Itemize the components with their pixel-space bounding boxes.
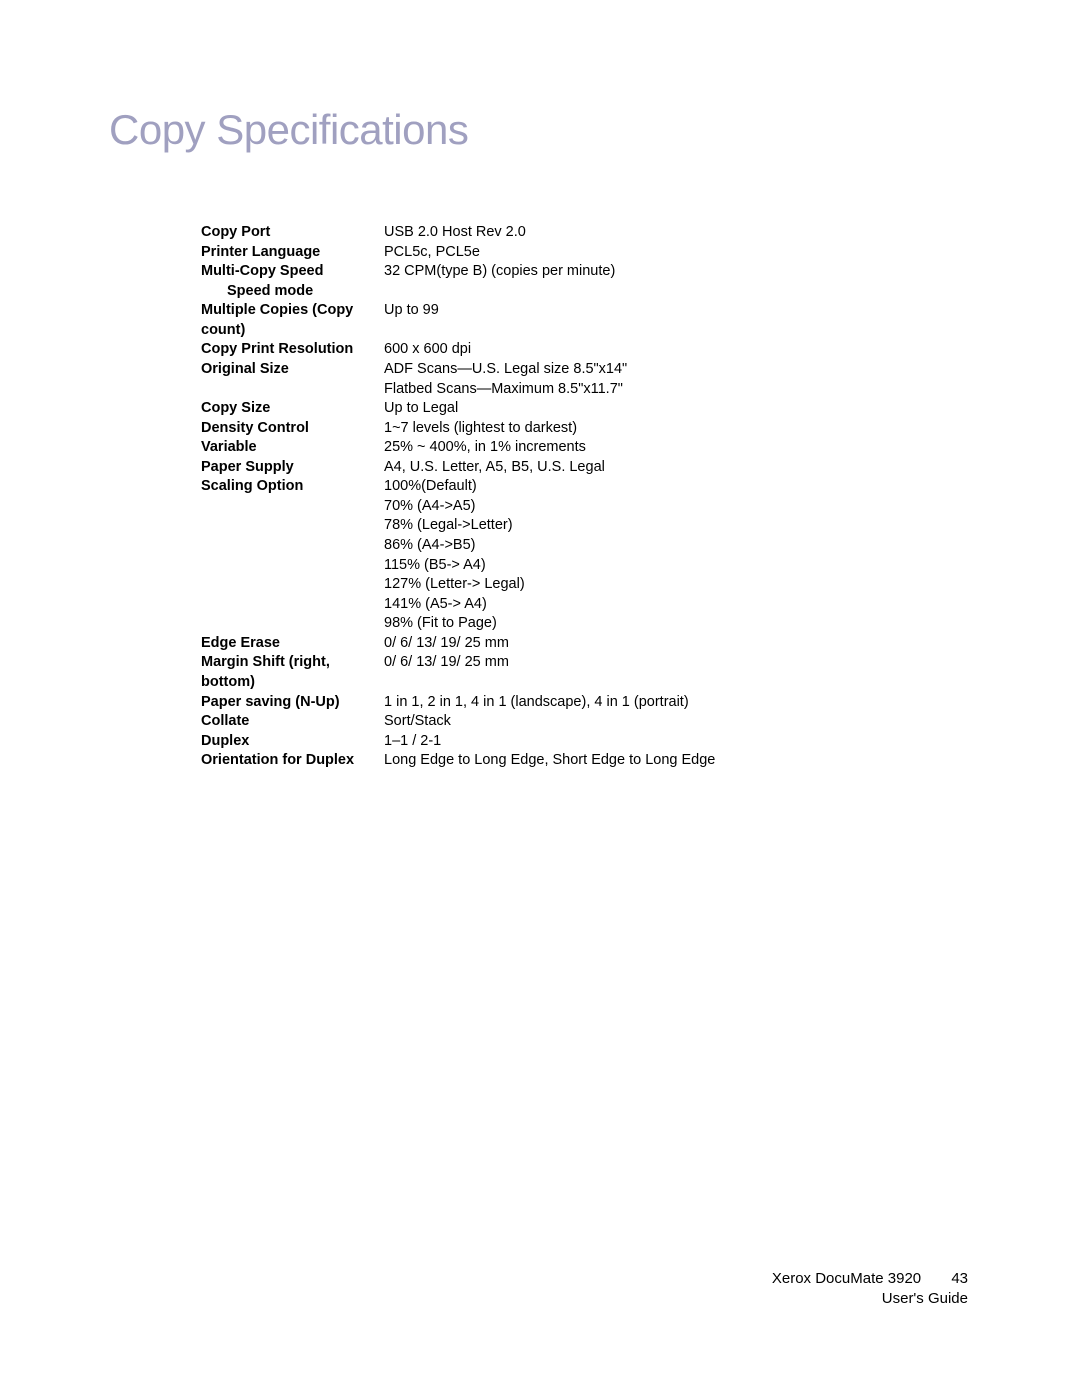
footer-product: Xerox DocuMate 3920 [772,1270,921,1287]
spec-label: Collate [201,712,384,732]
spec-value: 600 x 600 dpi [384,340,961,360]
spec-value: A4, U.S. Letter, A5, B5, U.S. Legal [384,458,961,478]
spec-label: Density Control [201,419,384,439]
spec-row: Orientation for DuplexLong Edge to Long … [201,751,961,771]
spec-value: 100%(Default)70% (A4->A5)78% (Legal->Let… [384,477,961,634]
spec-row: CollateSort/Stack [201,712,961,732]
spec-value: 0/ 6/ 13/ 19/ 25 mm [384,634,961,654]
spec-row: Duplex1–1 / 2-1 [201,732,961,752]
footer-doctype: User's Guide [772,1289,968,1309]
spec-value: Long Edge to Long Edge, Short Edge to Lo… [384,751,961,771]
spec-value: ADF Scans—U.S. Legal size 8.5"x14"Flatbe… [384,360,961,399]
spec-label: Scaling Option [201,477,384,497]
spec-value: 1–1 / 2-1 [384,732,961,752]
spec-row: Density Control1~7 levels (lightest to d… [201,419,961,439]
page-title: Copy Specifications [109,106,468,154]
spec-label: Paper saving (N-Up) [201,693,384,713]
spec-label: Duplex [201,732,384,752]
spec-label: Multiple Copies (Copy count) [201,301,384,340]
spec-label: Copy Size [201,399,384,419]
spec-value: 0/ 6/ 13/ 19/ 25 mm [384,653,961,673]
spec-value: 32 CPM(type B) (copies per minute) [384,262,961,282]
spec-row: Paper SupplyA4, U.S. Letter, A5, B5, U.S… [201,458,961,478]
spec-label: Variable [201,438,384,458]
spec-row: Scaling Option100%(Default)70% (A4->A5)7… [201,477,961,634]
spec-label: Orientation for Duplex [201,751,384,771]
spec-label: Copy Print Resolution [201,340,384,360]
spec-label: Margin Shift (right, bottom) [201,653,384,692]
spec-value: 25% ~ 400%, in 1% increments [384,438,961,458]
spec-sublabel: Speed mode [201,282,384,302]
page-footer: Xerox DocuMate 3920 43 User's Guide [772,1269,968,1310]
spec-row: Edge Erase0/ 6/ 13/ 19/ 25 mm [201,634,961,654]
spec-value: Sort/Stack [384,712,961,732]
spec-row: Copy Print Resolution600 x 600 dpi [201,340,961,360]
spec-value: 1 in 1, 2 in 1, 4 in 1 (landscape), 4 in… [384,693,961,713]
spec-value: Up to Legal [384,399,961,419]
spec-label: Copy Port [201,223,384,243]
spec-value: USB 2.0 Host Rev 2.0 [384,223,961,243]
spec-row: Paper saving (N-Up)1 in 1, 2 in 1, 4 in … [201,693,961,713]
spec-row: Copy SizeUp to Legal [201,399,961,419]
spec-value: Up to 99 [384,301,961,321]
spec-row: Variable25% ~ 400%, in 1% increments [201,438,961,458]
spec-label: Multi-Copy SpeedSpeed mode [201,262,384,301]
spec-row: Copy PortUSB 2.0 Host Rev 2.0 [201,223,961,243]
spec-table: Copy PortUSB 2.0 Host Rev 2.0Printer Lan… [201,223,961,771]
footer-pagenum: 43 [951,1270,968,1287]
spec-label: Original Size [201,360,384,380]
spec-row: Original SizeADF Scans—U.S. Legal size 8… [201,360,961,399]
spec-label: Paper Supply [201,458,384,478]
spec-row: Multiple Copies (Copy count)Up to 99 [201,301,961,340]
spec-row: Printer LanguagePCL5c, PCL5e [201,243,961,263]
spec-value: PCL5c, PCL5e [384,243,961,263]
spec-row: Multi-Copy SpeedSpeed mode32 CPM(type B)… [201,262,961,301]
spec-row: Margin Shift (right, bottom)0/ 6/ 13/ 19… [201,653,961,692]
spec-value: 1~7 levels (lightest to darkest) [384,419,961,439]
spec-label: Printer Language [201,243,384,263]
spec-label: Edge Erase [201,634,384,654]
